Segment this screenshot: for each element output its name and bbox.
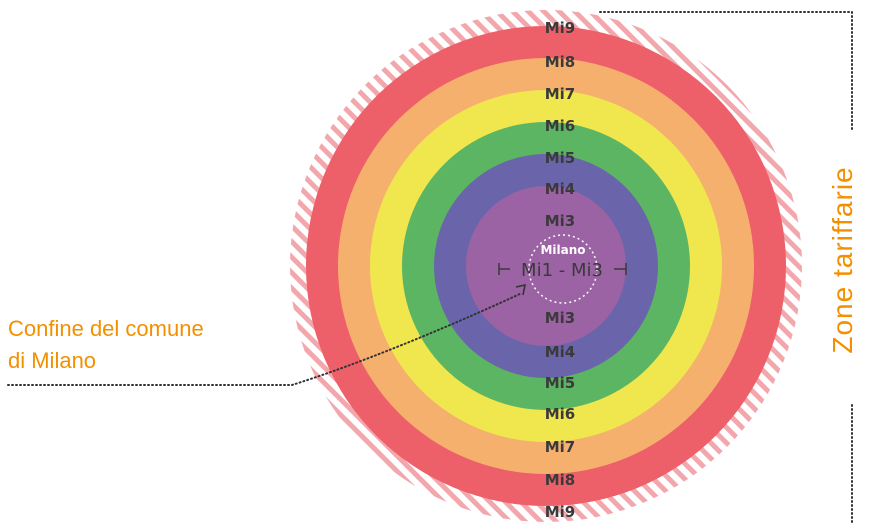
zone-mi3-ring [466, 186, 626, 346]
zones-bracket-line [599, 11, 853, 523]
zone-label-top-mi3: Mi3 [545, 212, 576, 230]
callout-leader-line [7, 283, 527, 386]
zone-label-bottom-mi3: Mi3 [545, 309, 576, 327]
zone-label-bottom-mi8: Mi8 [545, 471, 576, 489]
milano-city-label: Milano [540, 243, 585, 257]
zone-label-bottom-mi7: Mi7 [545, 438, 576, 456]
mi1-mi3-label: Mi1 - Mi3 [521, 260, 603, 281]
zone-label-top-mi7: Mi7 [545, 85, 576, 103]
milano-boundary-circle [528, 234, 598, 304]
zone-label-bottom-mi9: Mi9 [545, 503, 576, 521]
zone-label-bottom-mi5: Mi5 [545, 374, 576, 392]
zone-tariffarie-title: Zone tariffarie [827, 166, 858, 353]
zone-label-bottom-mi6: Mi6 [545, 405, 576, 423]
callout-line-2: di Milano [8, 348, 96, 373]
range-bracket [498, 263, 627, 275]
zone-label-bottom-mi4: Mi4 [545, 343, 576, 361]
callout-line-1: Confine del comune [8, 316, 204, 341]
zone-label-top-mi5: Mi5 [545, 149, 576, 167]
zone-label-top-mi8: Mi8 [545, 53, 576, 71]
zone-label-top-mi6: Mi6 [545, 117, 576, 135]
zone-label-top-mi9: Mi9 [545, 19, 576, 37]
zone-label-top-mi4: Mi4 [545, 180, 576, 198]
